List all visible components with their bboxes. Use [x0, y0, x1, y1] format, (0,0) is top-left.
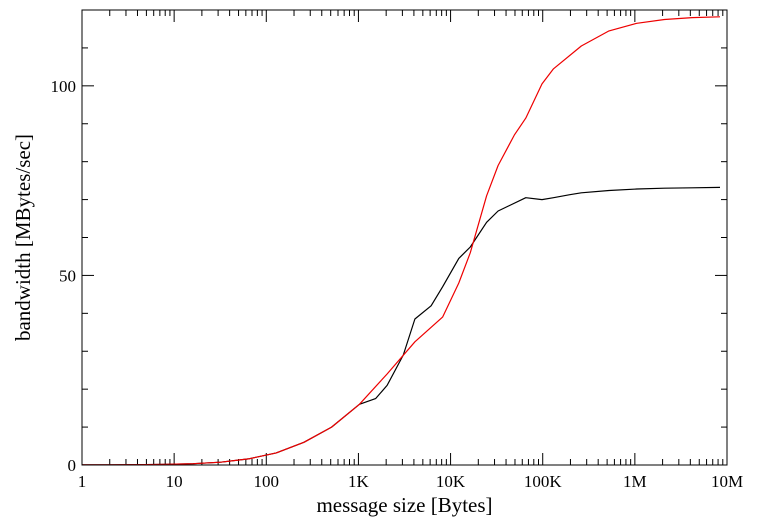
- x-tick-label: 1: [78, 472, 87, 491]
- x-tick-label: 1K: [348, 472, 370, 491]
- series-line-1: [82, 187, 720, 465]
- plot-frame: [82, 10, 727, 465]
- y-tick-label: 100: [51, 77, 77, 96]
- y-minor-ticks: [82, 48, 727, 427]
- x-minor-ticks: [110, 10, 723, 465]
- y-tick-labels: 0 50 100: [51, 77, 77, 475]
- x-axis-label: message size [Bytes]: [316, 493, 492, 517]
- x-tick-label: 10: [166, 472, 183, 491]
- series-line-2: [82, 17, 720, 465]
- x-tick-label: 1M: [623, 472, 647, 491]
- x-tick-labels: 1 10 100 1K 10K 100K 1M 10M: [78, 472, 743, 491]
- y-axis-label: bandwidth [MBytes/sec]: [11, 134, 35, 341]
- x-tick-label: 10K: [436, 472, 466, 491]
- series-lines: [82, 17, 720, 465]
- x-major-ticks: [82, 10, 727, 465]
- y-major-ticks: [82, 86, 727, 465]
- x-tick-label: 10M: [711, 472, 743, 491]
- y-tick-label: 50: [59, 266, 76, 285]
- x-tick-label: 100K: [524, 472, 563, 491]
- y-tick-label: 0: [68, 456, 77, 475]
- x-tick-label: 100: [254, 472, 280, 491]
